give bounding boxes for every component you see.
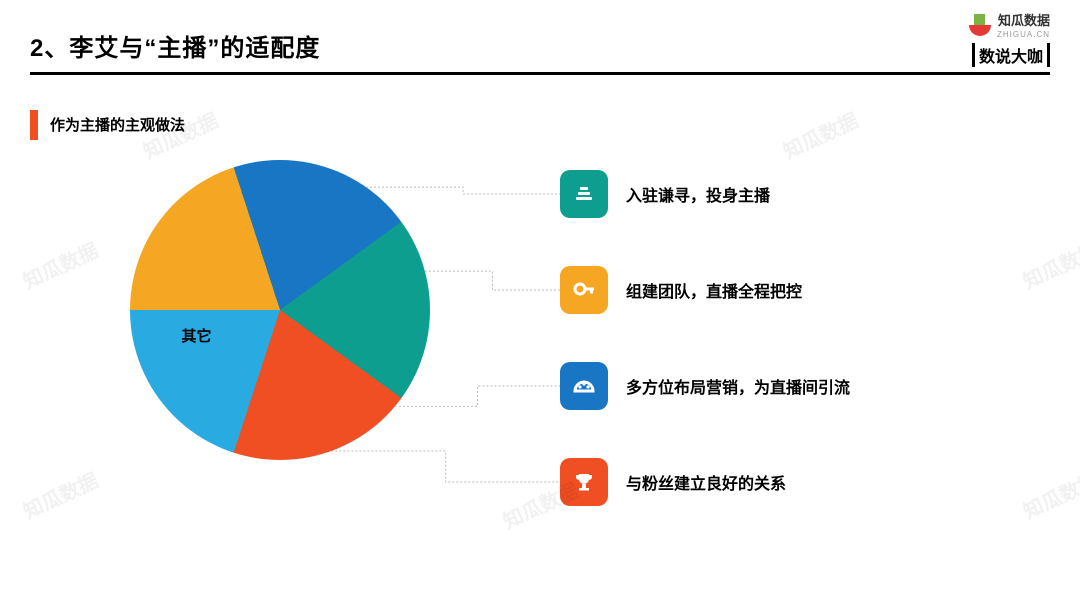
watermark: 知瓜数据 bbox=[18, 234, 103, 294]
brand-logo: 知瓜数据 ZHIGUA.CN bbox=[969, 10, 1050, 39]
legend-label: 多方位布局营销，为直播间引流 bbox=[626, 374, 850, 398]
watermark: 知瓜数据 bbox=[18, 464, 103, 524]
connector-line bbox=[425, 271, 560, 290]
legend-label: 组建团队，直播全程把控 bbox=[626, 278, 802, 302]
legend: 入驻谦寻，投身主播组建团队，直播全程把控多方位布局营销，为直播间引流与粉丝建立良… bbox=[560, 170, 850, 506]
subtitle: 作为主播的主观做法 bbox=[50, 114, 185, 135]
pie-slice-label: 其它 bbox=[182, 325, 212, 346]
stack-icon bbox=[560, 170, 608, 218]
watermark: 知瓜数据 bbox=[1018, 234, 1080, 294]
page-title: 2、李艾与“主播”的适配度 bbox=[30, 28, 320, 63]
pie-chart: 其它 bbox=[130, 160, 430, 460]
pie-surface bbox=[130, 160, 430, 460]
legend-item: 多方位布局营销，为直播间引流 bbox=[560, 362, 850, 410]
brand-tag: 数说大咖 bbox=[972, 43, 1050, 67]
trophy-icon bbox=[560, 458, 608, 506]
watermark: 知瓜数据 bbox=[1018, 464, 1080, 524]
brand-sub: ZHIGUA.CN bbox=[997, 30, 1050, 39]
legend-item: 入驻谦寻，投身主播 bbox=[560, 170, 850, 218]
brand-logo-icon bbox=[969, 14, 991, 36]
brand-block: 知瓜数据 ZHIGUA.CN 数说大咖 bbox=[969, 10, 1050, 67]
legend-label: 入驻谦寻，投身主播 bbox=[626, 182, 770, 206]
legend-item: 组建团队，直播全程把控 bbox=[560, 266, 850, 314]
legend-label: 与粉丝建立良好的关系 bbox=[626, 470, 786, 494]
brand-name: 知瓜数据 bbox=[998, 13, 1050, 28]
watermark: 知瓜数据 bbox=[778, 104, 863, 164]
gauge-icon bbox=[560, 362, 608, 410]
subtitle-accent bbox=[30, 110, 38, 140]
title-underline bbox=[30, 72, 1050, 75]
key-icon bbox=[560, 266, 608, 314]
legend-item: 与粉丝建立良好的关系 bbox=[560, 458, 850, 506]
